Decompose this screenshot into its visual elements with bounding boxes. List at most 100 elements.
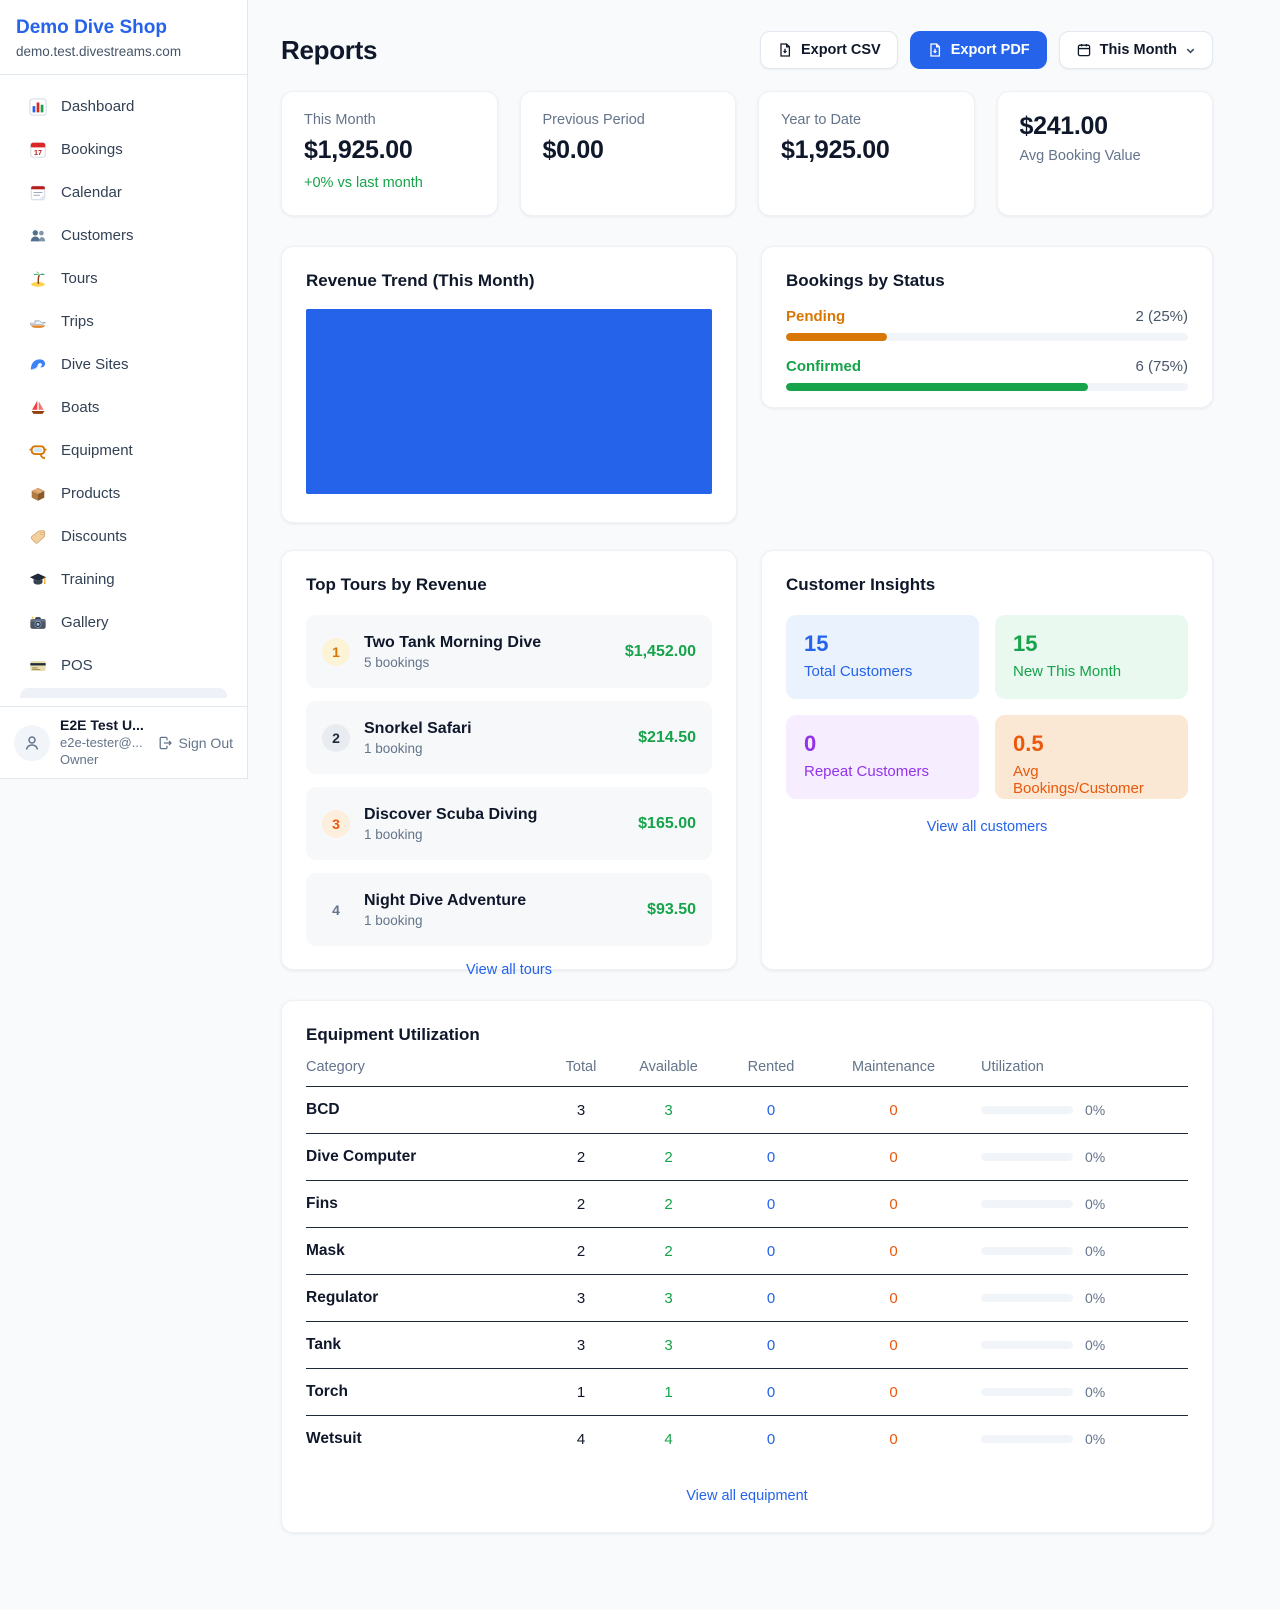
tour-name: Night Dive Adventure xyxy=(364,891,527,909)
sidebar-nav: Dashboard 17 Bookings Calendar Customers… xyxy=(0,75,247,698)
stat-label: Avg Booking Value xyxy=(1019,148,1141,164)
stat-cards-row: This Month $1,925.00 +0% vs last month P… xyxy=(281,91,1213,216)
table-header: Category Total Available Rented Maintena… xyxy=(306,1059,1188,1087)
tile-value: 0 xyxy=(804,731,817,756)
table-row: BCD 3 3 0 0 0% xyxy=(306,1087,1188,1134)
cell-category: Tank xyxy=(306,1336,342,1353)
export-csv-button[interactable]: Export CSV xyxy=(759,31,898,69)
period-dropdown[interactable]: This Month xyxy=(1058,31,1213,69)
list-item: 2 Snorkel Safari 1 booking $214.50 xyxy=(306,701,712,774)
cell-maintenance: 0 xyxy=(889,1242,898,1260)
cell-utilization: 0% xyxy=(961,1337,1188,1353)
cell-category: Dive Computer xyxy=(306,1148,417,1165)
view-all-customers-link[interactable]: View all customers xyxy=(926,819,1048,835)
calendar-icon xyxy=(29,184,47,202)
sidebar: Demo Dive Shop demo.test.divestreams.com… xyxy=(0,0,248,779)
sign-out-label: Sign Out xyxy=(178,734,233,751)
sidebar-item-dive-sites[interactable]: Dive Sites xyxy=(10,343,237,386)
status-label: Confirmed xyxy=(786,358,861,375)
sidebar-item-tours[interactable]: Tours xyxy=(10,257,237,300)
rank-badge: 3 xyxy=(322,809,350,838)
sidebar-item-gallery[interactable]: Gallery xyxy=(10,601,237,644)
sidebar-item-training[interactable]: Training xyxy=(10,558,237,601)
cell-category: Fins xyxy=(306,1195,338,1212)
sidebar-item-dashboard[interactable]: Dashboard xyxy=(10,85,237,128)
tile-value: 15 xyxy=(1013,631,1038,656)
sidebar-item-discounts[interactable]: Discounts xyxy=(10,515,237,558)
calendar-outline-icon xyxy=(1077,44,1090,57)
tile-value: 15 xyxy=(804,631,829,656)
sidebar-item-boats[interactable]: Boats xyxy=(10,386,237,429)
sidebar-item-pos[interactable]: POS xyxy=(10,644,237,687)
equipment-utilization-title: Equipment Utilization xyxy=(306,1025,480,1044)
tour-revenue: $93.50 xyxy=(647,900,696,918)
sidebar-item-calendar[interactable]: Calendar xyxy=(10,171,237,214)
products-box-icon xyxy=(29,485,47,503)
table-row: Fins 2 2 0 0 0% xyxy=(306,1181,1188,1228)
sidebar-item-label: Discounts xyxy=(61,528,127,545)
bookings-by-status-card: Bookings by Status Pending 2 (25%) Confi… xyxy=(761,246,1213,408)
tour-revenue: $165.00 xyxy=(638,814,696,832)
sidebar-item-equipment[interactable]: Equipment xyxy=(10,429,237,472)
dive-sites-wave-icon xyxy=(29,356,47,374)
table-row: Tank 3 3 0 0 0% xyxy=(306,1322,1188,1369)
cell-maintenance: 0 xyxy=(889,1148,898,1166)
period-label: This Month xyxy=(1099,42,1177,58)
utilization-percent: 0% xyxy=(1085,1290,1106,1306)
cell-available: 2 xyxy=(664,1148,673,1166)
equipment-mask-icon xyxy=(29,442,47,460)
user-meta: E2E Test U... e2e-tester@... Owner xyxy=(60,717,144,768)
cell-rented: 0 xyxy=(766,1430,776,1448)
customers-icon xyxy=(29,227,47,245)
customer-insights-card: Customer Insights 15 Total Customers 15 … xyxy=(761,550,1213,970)
svg-text:17: 17 xyxy=(34,147,42,156)
revenue-trend-card: Revenue Trend (This Month) xyxy=(281,246,737,523)
cell-available: 3 xyxy=(664,1336,673,1354)
trips-boat-icon xyxy=(29,313,47,331)
utilization-bar-track xyxy=(981,1106,1073,1114)
sidebar-item-label: Calendar xyxy=(61,184,122,201)
sign-out-icon xyxy=(159,736,172,749)
status-bar-fill xyxy=(786,333,887,341)
sidebar-item-trips[interactable]: Trips xyxy=(10,300,237,343)
stat-value: $1,925.00 xyxy=(781,136,890,164)
revenue-trend-title: Revenue Trend (This Month) xyxy=(306,271,535,290)
tour-list: 1 Two Tank Morning Dive 5 bookings $1,45… xyxy=(306,615,712,946)
status-count: 6 (75%) xyxy=(1135,358,1188,375)
sign-out-button[interactable]: Sign Out xyxy=(157,735,233,751)
stat-card-this-month: This Month $1,925.00 +0% vs last month xyxy=(281,91,498,216)
sidebar-item-products[interactable]: Products xyxy=(10,472,237,515)
utilization-bar-track xyxy=(981,1247,1073,1255)
view-all-equipment-link[interactable]: View all equipment xyxy=(686,1488,808,1504)
tile-label: Total Customers xyxy=(804,663,913,680)
user-name: E2E Test U... xyxy=(60,717,144,733)
user-panel: E2E Test U... e2e-tester@... Owner Sign … xyxy=(0,706,247,778)
cell-available: 1 xyxy=(664,1383,673,1401)
training-cap-icon xyxy=(29,571,47,589)
tile-repeat-customers: 0 Repeat Customers xyxy=(786,715,979,799)
person-icon xyxy=(25,735,39,750)
insight-tiles: 15 Total Customers 15 New This Month 0 R… xyxy=(786,615,1188,799)
tour-bookings: 5 bookings xyxy=(364,654,430,670)
stat-card-previous-period: Previous Period $0.00 xyxy=(519,91,736,216)
list-item: 3 Discover Scuba Diving 1 booking $165.0… xyxy=(306,787,712,860)
rank-badge: 1 xyxy=(322,637,350,666)
page-title: Reports xyxy=(281,34,378,65)
file-download-icon xyxy=(780,43,790,57)
sidebar-item-customers[interactable]: Customers xyxy=(10,214,237,257)
utilization-bar-track xyxy=(981,1200,1073,1208)
tour-bookings: 1 booking xyxy=(364,740,423,756)
column-header: Maintenance xyxy=(851,1059,936,1075)
sidebar-item-label: POS xyxy=(61,657,93,674)
cell-category: BCD xyxy=(306,1101,340,1118)
utilization-bar-track xyxy=(981,1435,1073,1443)
sidebar-item-bookings[interactable]: 17 Bookings xyxy=(10,128,237,171)
utilization-percent: 0% xyxy=(1085,1243,1106,1259)
sidebar-item-label: Training xyxy=(61,571,115,588)
sidebar-item-label: Dive Sites xyxy=(61,356,129,373)
list-item: 1 Two Tank Morning Dive 5 bookings $1,45… xyxy=(306,615,712,688)
export-pdf-button[interactable]: Export PDF xyxy=(909,31,1047,69)
stat-card-year-to-date: Year to Date $1,925.00 xyxy=(758,91,975,216)
view-all-tours-link[interactable]: View all tours xyxy=(466,962,552,978)
status-bar-track xyxy=(786,383,1188,391)
